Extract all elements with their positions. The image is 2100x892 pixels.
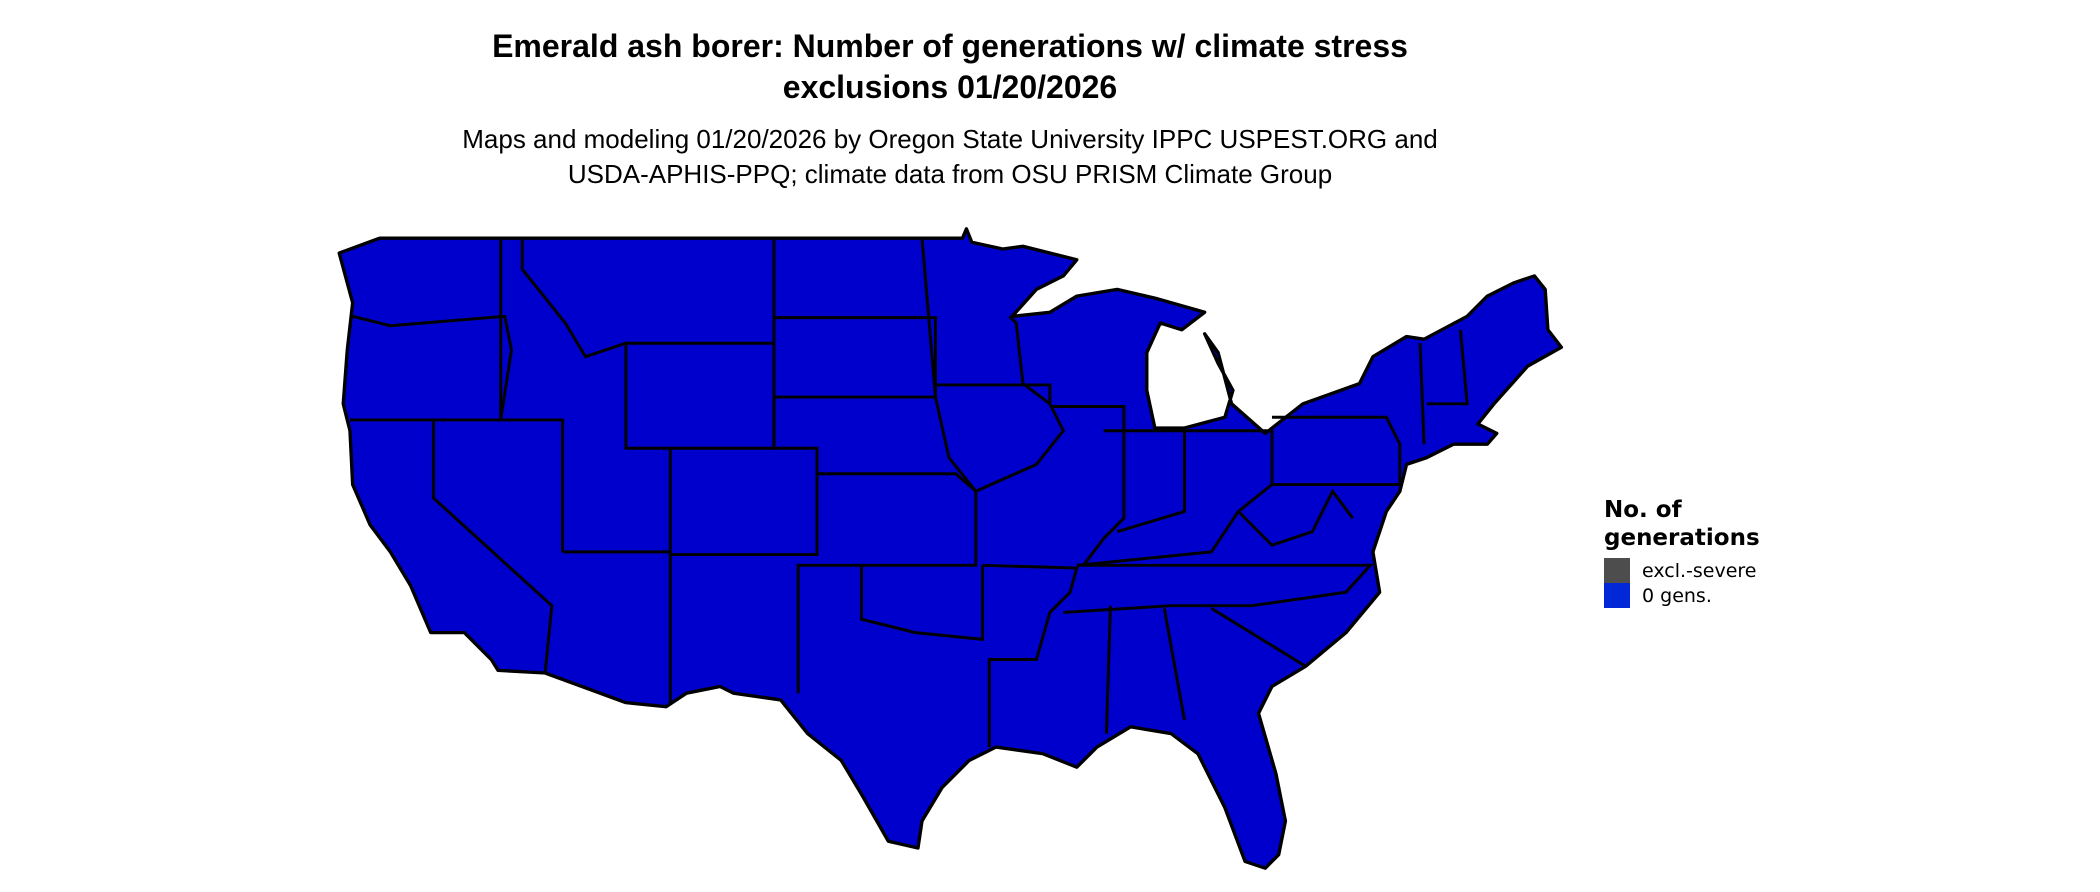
legend-label: excl.-severe [1642,559,1757,582]
state-borders [349,238,1469,748]
map-subtitle: Maps and modeling 01/20/2026 by Oregon S… [0,122,1900,192]
title-line-2: exclusions 01/20/2026 [782,69,1118,105]
legend-label: 0 gens. [1642,584,1712,607]
us-outline [337,227,1564,870]
legend-swatch [1604,583,1630,608]
legend: No. of generations excl.-severe 0 gens. [1604,496,1760,608]
title-line-1: Emerald ash borer: Number of generations… [492,28,1408,64]
legend-item-0-gens: 0 gens. [1604,583,1760,608]
legend-swatch [1604,558,1630,583]
legend-item-excl-severe: excl.-severe [1604,558,1760,583]
subtitle-line-1: Maps and modeling 01/20/2026 by Oregon S… [462,124,1438,154]
legend-title: No. of generations [1604,496,1760,552]
legend-title-line-1: No. of [1604,497,1682,523]
legend-title-line-2: generations [1604,525,1760,551]
subtitle-line-2: USDA-APHIS-PPQ; climate data from OSU PR… [567,159,1333,189]
map-title: Emerald ash borer: Number of generations… [0,26,1900,108]
